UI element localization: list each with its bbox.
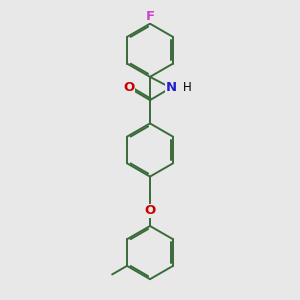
- Text: N: N: [165, 81, 176, 94]
- Text: O: O: [124, 81, 135, 94]
- Text: F: F: [146, 10, 154, 22]
- Text: O: O: [144, 204, 156, 217]
- Text: H: H: [183, 81, 191, 94]
